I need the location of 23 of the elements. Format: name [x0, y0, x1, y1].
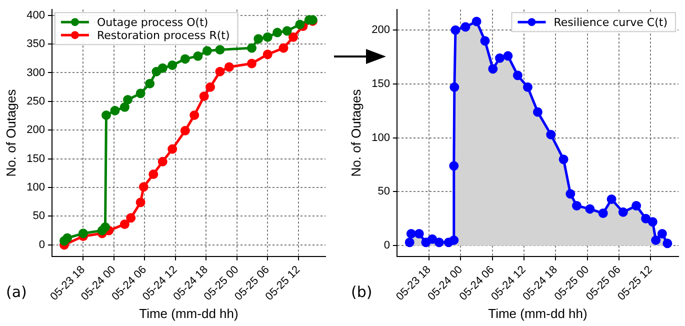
y-tick-label: 150	[372, 78, 390, 90]
y-axis-title: No. of Outages	[3, 88, 18, 177]
y-tick-label: 50	[32, 210, 45, 222]
x-axis-title: Time (mm-dd hh)	[488, 306, 588, 321]
legend-label: Outage process O(t)	[96, 16, 208, 29]
y-tick-label: 100	[372, 132, 390, 144]
legend-label: Restoration process R(t)	[96, 28, 230, 42]
text: (b)	[351, 283, 372, 301]
y-tick-label: 350	[26, 38, 45, 50]
x-axis-title: Time (mm-dd hh)	[139, 306, 238, 321]
y-tick-label: 150	[26, 152, 45, 165]
y-tick-label: 50	[378, 186, 390, 198]
y-tick-label: 200	[26, 124, 45, 136]
y-tick-label: 250	[26, 95, 45, 108]
y-tick-label: 400	[26, 9, 45, 22]
y-tick-label: 300	[26, 66, 45, 79]
y-tick-label: 100	[26, 182, 45, 194]
text: (a)	[6, 283, 27, 301]
y-tick-label: 0	[38, 238, 45, 251]
legend-label: Resilience curve C(t)	[554, 16, 668, 29]
y-tick-label: 0	[384, 240, 390, 252]
y-tick-label: 200	[372, 24, 390, 36]
y-axis-title: No. of Outages	[348, 88, 364, 177]
